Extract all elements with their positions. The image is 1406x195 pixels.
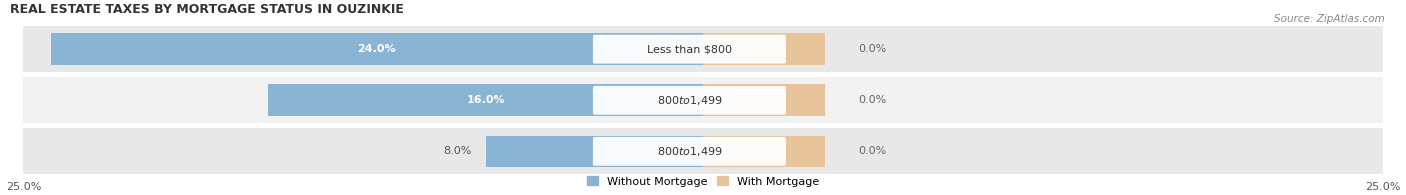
- Bar: [703, 33, 825, 65]
- Bar: [24, 26, 1382, 72]
- Text: 0.0%: 0.0%: [858, 44, 886, 54]
- Text: Source: ZipAtlas.com: Source: ZipAtlas.com: [1274, 14, 1385, 24]
- Text: $800 to $1,499: $800 to $1,499: [657, 145, 723, 158]
- Bar: [24, 77, 1382, 123]
- Text: $800 to $1,499: $800 to $1,499: [657, 94, 723, 107]
- FancyBboxPatch shape: [593, 35, 786, 64]
- Bar: [269, 84, 703, 116]
- Bar: [51, 33, 703, 65]
- Text: Less than $800: Less than $800: [647, 44, 733, 54]
- FancyBboxPatch shape: [593, 86, 786, 115]
- Legend: Without Mortgage, With Mortgage: Without Mortgage, With Mortgage: [588, 176, 818, 187]
- Text: REAL ESTATE TAXES BY MORTGAGE STATUS IN OUZINKIE: REAL ESTATE TAXES BY MORTGAGE STATUS IN …: [10, 3, 404, 16]
- Text: 16.0%: 16.0%: [467, 95, 505, 105]
- Text: 0.0%: 0.0%: [858, 95, 886, 105]
- Bar: [703, 84, 825, 116]
- Bar: [24, 128, 1382, 174]
- Text: 0.0%: 0.0%: [858, 146, 886, 156]
- Bar: [703, 136, 825, 167]
- Text: 24.0%: 24.0%: [357, 44, 396, 54]
- FancyBboxPatch shape: [593, 137, 786, 166]
- Bar: [485, 136, 703, 167]
- Text: 8.0%: 8.0%: [443, 146, 472, 156]
